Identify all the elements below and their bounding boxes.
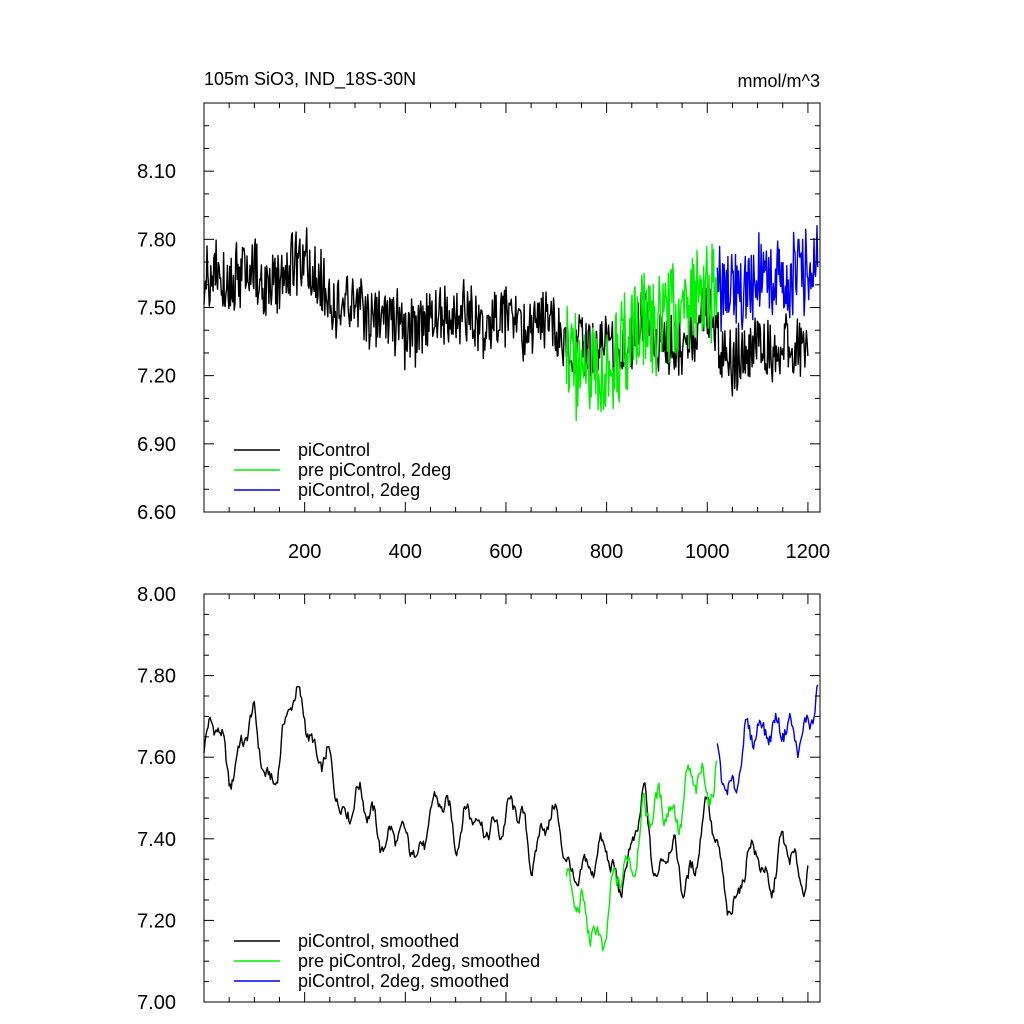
y-tick-label: 7.40 bbox=[137, 829, 176, 851]
legend-label-1: piControl bbox=[298, 440, 370, 460]
x-tick-label: 1000 bbox=[685, 541, 730, 563]
y-tick-label: 7.50 bbox=[137, 298, 176, 320]
series-line-2 bbox=[565, 760, 718, 951]
bottom-panel: 7.00 7.20 7.40 7.60 7.80 8.00 piControl, smoot… bbox=[137, 584, 821, 1014]
legend-label-2: pre piControl, 2deg bbox=[298, 460, 451, 480]
legend-label-3: piControl, 2deg, smoothed bbox=[298, 971, 509, 991]
y-tick-label: 7.20 bbox=[137, 910, 176, 932]
y-tick-label: 7.20 bbox=[137, 366, 176, 388]
y-tick-label: 7.60 bbox=[137, 747, 176, 769]
x-tick-label: 800 bbox=[590, 541, 623, 563]
top-panel: 6.60 6.90 7.20 7.50 7.80 8.10 200 400 600 800 1000… bbox=[137, 69, 830, 563]
x-tick-label: 600 bbox=[489, 541, 522, 563]
y-tick-label: 7.80 bbox=[137, 666, 176, 688]
series-line-3 bbox=[716, 224, 819, 332]
y-tick-label: 7.80 bbox=[137, 229, 176, 251]
x-tick-label: 400 bbox=[389, 541, 422, 563]
legend-label-2: pre piControl, 2deg, smoothed bbox=[298, 951, 540, 971]
series-line-3 bbox=[716, 684, 819, 796]
units-label: mmol/m^3 bbox=[738, 71, 820, 91]
x-tick-label: 200 bbox=[288, 541, 321, 563]
y-tick-label: 7.00 bbox=[137, 992, 176, 1014]
series-line-1 bbox=[203, 227, 809, 397]
y-tick-label: 8.00 bbox=[137, 584, 176, 606]
y-tick-label: 8.10 bbox=[137, 161, 176, 183]
series-line-1 bbox=[203, 685, 809, 916]
chart-title: 105m SiO3, IND_18S-30N bbox=[204, 69, 416, 90]
y-tick-label: 6.60 bbox=[137, 502, 176, 524]
x-tick-label: 1200 bbox=[786, 541, 831, 563]
series-line-2 bbox=[565, 243, 718, 422]
y-tick-label: 6.90 bbox=[137, 434, 176, 456]
legend-label-1: piControl, smoothed bbox=[298, 931, 459, 951]
legend-label-3: piControl, 2deg bbox=[298, 480, 420, 500]
